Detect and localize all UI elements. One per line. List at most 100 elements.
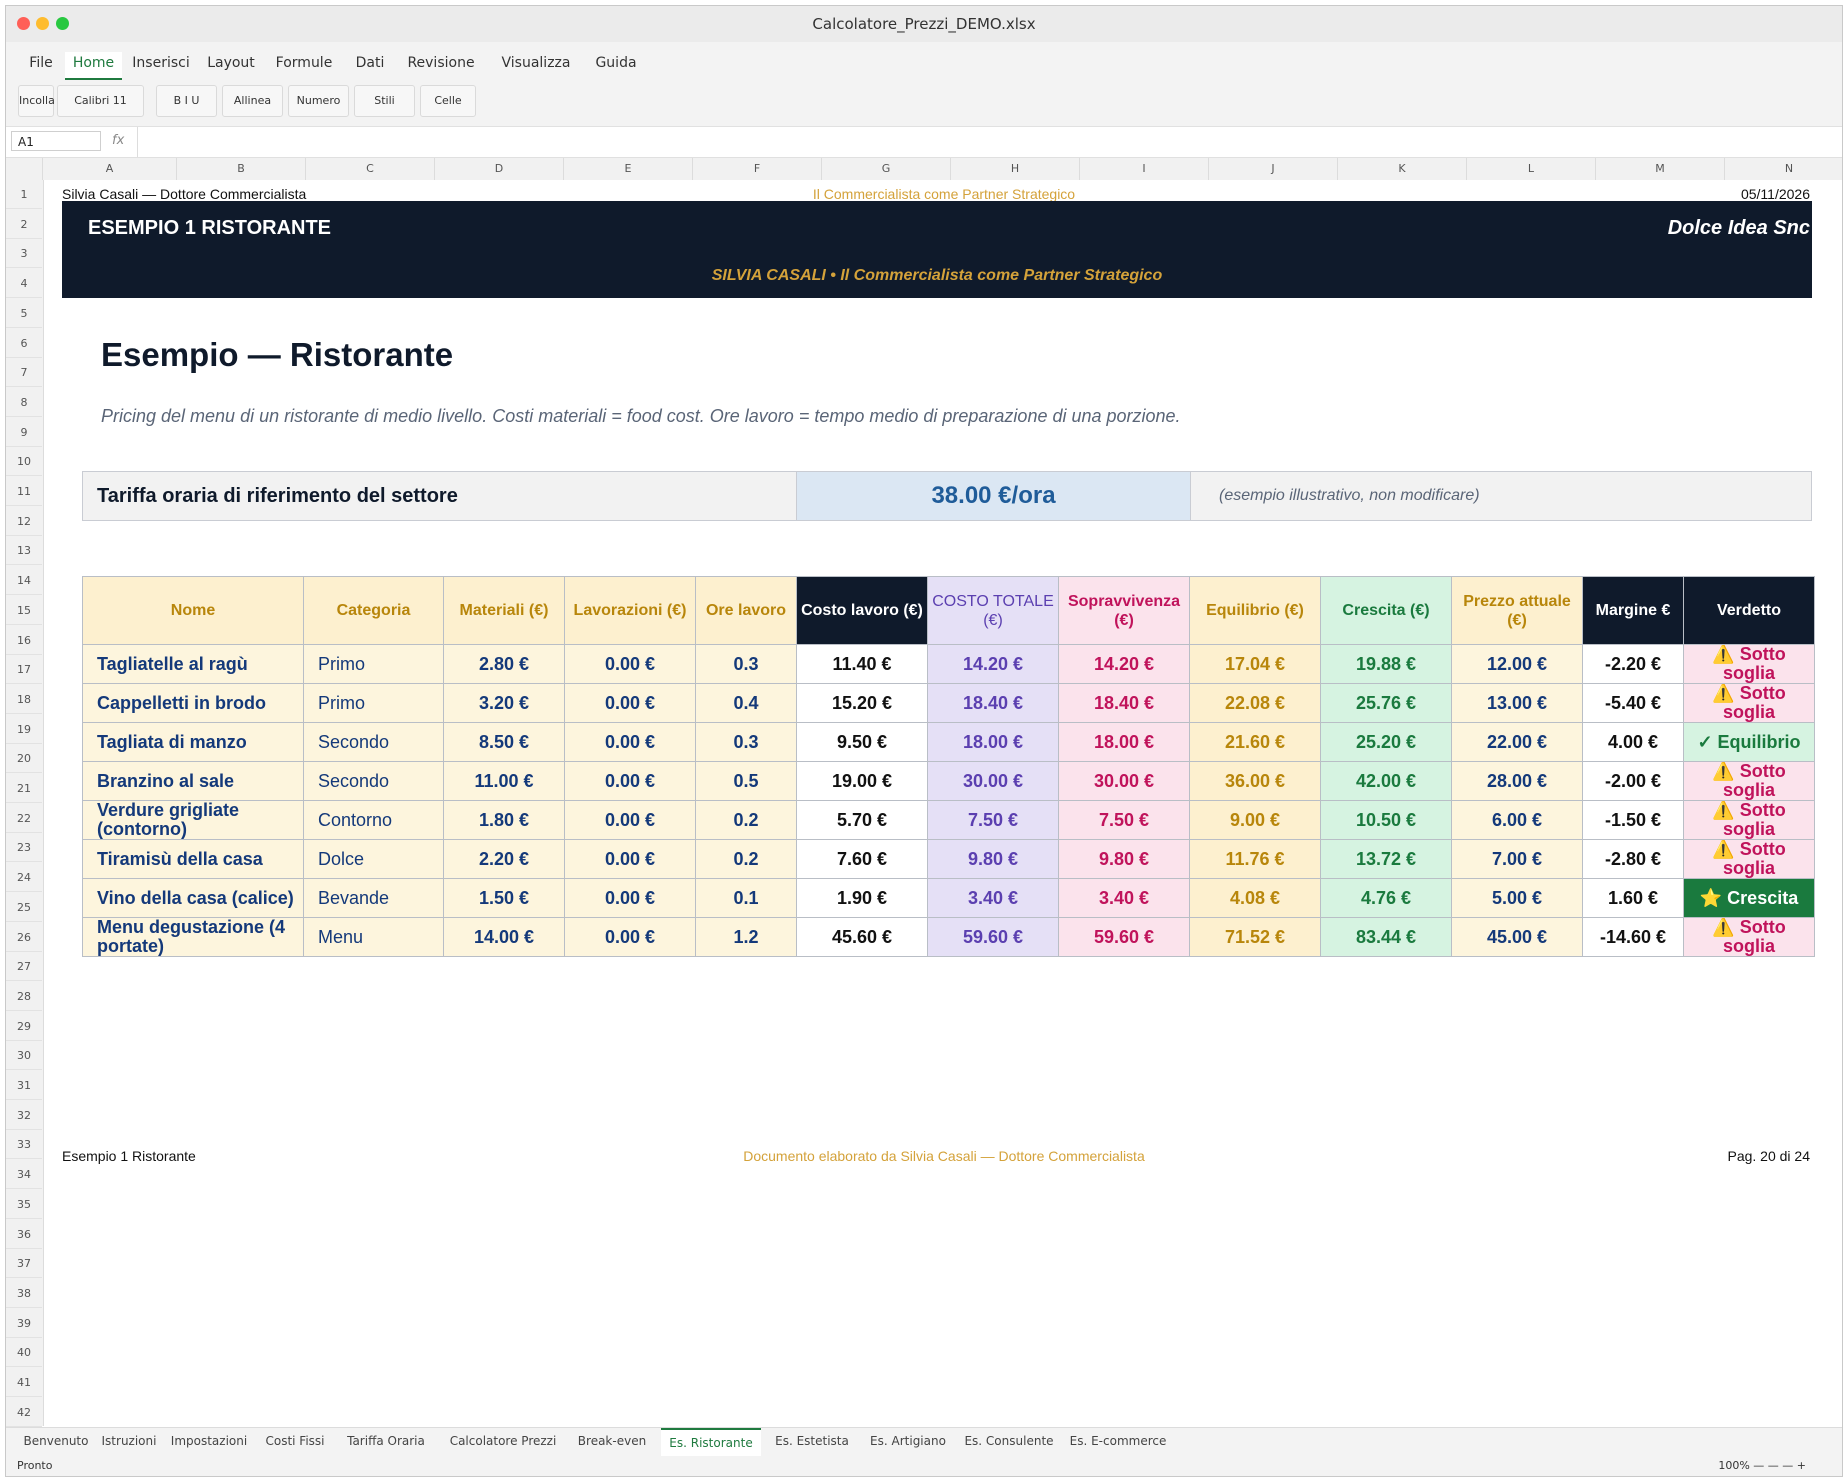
cell-prezzo-attuale[interactable]: 28.00 €: [1451, 761, 1583, 801]
cell-ore-lavoro[interactable]: 0.1: [695, 878, 797, 918]
cells-button[interactable]: Celle: [420, 85, 476, 117]
sheet-tab-istruzioni[interactable]: Istruzioni: [101, 1434, 157, 1448]
number-format-button[interactable]: Numero: [288, 85, 349, 117]
cell-categoria[interactable]: Bevande: [303, 878, 444, 918]
cell-crescita[interactable]: 42.00 €: [1320, 761, 1452, 801]
cell-prezzo-attuale[interactable]: 6.00 €: [1451, 800, 1583, 840]
sheet-tab-tariffa-oraria[interactable]: Tariffa Oraria: [347, 1434, 425, 1448]
row-header-32[interactable]: 32: [6, 1101, 42, 1130]
cell-margine[interactable]: -14.60 €: [1582, 917, 1684, 957]
row-header-11[interactable]: 11: [6, 477, 42, 506]
row-header-22[interactable]: 22: [6, 804, 42, 833]
column-header-d[interactable]: D: [435, 158, 564, 180]
align-button[interactable]: Allinea: [222, 85, 283, 117]
cell-materiali[interactable]: 1.80 €: [443, 800, 565, 840]
cell-costo-totale[interactable]: 9.80 €: [927, 839, 1059, 879]
cell-crescita[interactable]: 4.76 €: [1320, 878, 1452, 918]
cell-lavorazioni[interactable]: 0.00 €: [564, 722, 696, 762]
cell-lavorazioni[interactable]: 0.00 €: [564, 800, 696, 840]
column-header-i[interactable]: I: [1080, 158, 1209, 180]
cell-costo-lavoro[interactable]: 19.00 €: [796, 761, 928, 801]
cell-prezzo-attuale[interactable]: 45.00 €: [1451, 917, 1583, 957]
row-header-1[interactable]: 1: [6, 180, 42, 209]
cell-lavorazioni[interactable]: 0.00 €: [564, 878, 696, 918]
row-header-30[interactable]: 30: [6, 1041, 42, 1071]
column-header-n[interactable]: N: [1725, 158, 1842, 180]
tab-layout[interactable]: Layout: [207, 55, 255, 71]
row-header-3[interactable]: 3: [6, 239, 42, 269]
cell-categoria[interactable]: Primo: [303, 683, 444, 723]
formula-input[interactable]: [146, 132, 1826, 152]
column-header-f[interactable]: F: [693, 158, 822, 180]
row-header-4[interactable]: 4: [6, 269, 42, 299]
cell-nome[interactable]: Branzino al sale: [82, 761, 304, 801]
row-header-38[interactable]: 38: [6, 1279, 42, 1308]
cell-materiali[interactable]: 3.20 €: [443, 683, 565, 723]
row-header-19[interactable]: 19: [6, 715, 42, 744]
row-header-23[interactable]: 23: [6, 833, 42, 863]
row-header-41[interactable]: 41: [6, 1368, 42, 1397]
cell-equilibrio[interactable]: 71.52 €: [1189, 917, 1321, 957]
cell-nome[interactable]: Menu degustazione (4 portate): [82, 917, 304, 957]
cell-categoria[interactable]: Dolce: [303, 839, 444, 879]
cell-verdetto[interactable]: ⚠️ Sotto soglia: [1683, 839, 1815, 879]
sheet-tab-es-artigiano[interactable]: Es. Artigiano: [870, 1434, 946, 1448]
row-header-10[interactable]: 10: [6, 447, 42, 477]
cell-ore-lavoro[interactable]: 0.2: [695, 839, 797, 879]
column-header-k[interactable]: K: [1338, 158, 1467, 180]
cell-equilibrio[interactable]: 17.04 €: [1189, 644, 1321, 684]
cell-crescita[interactable]: 25.76 €: [1320, 683, 1452, 723]
column-header-g[interactable]: G: [822, 158, 951, 180]
cell-margine[interactable]: 1.60 €: [1582, 878, 1684, 918]
name-box[interactable]: A1: [11, 131, 101, 151]
cell-ore-lavoro[interactable]: 0.4: [695, 683, 797, 723]
cell-costo-lavoro[interactable]: 11.40 €: [796, 644, 928, 684]
row-header-20[interactable]: 20: [6, 744, 42, 774]
row-header-8[interactable]: 8: [6, 388, 42, 417]
bold-italic-underline-button[interactable]: B I U: [156, 85, 217, 117]
row-header-13[interactable]: 13: [6, 536, 42, 566]
cell-verdetto[interactable]: ⚠️ Sotto soglia: [1683, 800, 1815, 840]
tab-inserisci[interactable]: Inserisci: [132, 55, 190, 71]
minimize-window-button[interactable]: [36, 17, 49, 30]
cell-costo-totale[interactable]: 14.20 €: [927, 644, 1059, 684]
row-header-31[interactable]: 31: [6, 1071, 42, 1100]
cell-materiali[interactable]: 2.20 €: [443, 839, 565, 879]
cell-materiali[interactable]: 14.00 €: [443, 917, 565, 957]
cell-ore-lavoro[interactable]: 0.2: [695, 800, 797, 840]
rate-value-cell[interactable]: 38.00 €/ora: [797, 472, 1191, 520]
cell-nome[interactable]: Tagliatelle al ragù: [82, 644, 304, 684]
column-header-c[interactable]: C: [306, 158, 435, 180]
sheet-tab-impostazioni[interactable]: Impostazioni: [170, 1434, 248, 1448]
column-header-h[interactable]: H: [951, 158, 1080, 180]
row-header-36[interactable]: 36: [6, 1220, 42, 1249]
cell-verdetto[interactable]: ⚠️ Sotto soglia: [1683, 761, 1815, 801]
cell-prezzo-attuale[interactable]: 13.00 €: [1451, 683, 1583, 723]
zoom-control[interactable]: 100% — — — +: [1718, 1459, 1806, 1472]
row-header-14[interactable]: 14: [6, 566, 42, 596]
column-header-j[interactable]: J: [1209, 158, 1338, 180]
cell-margine[interactable]: -2.80 €: [1582, 839, 1684, 879]
row-header-34[interactable]: 34: [6, 1160, 42, 1190]
cell-ore-lavoro[interactable]: 0.5: [695, 761, 797, 801]
cell-categoria[interactable]: Primo: [303, 644, 444, 684]
sheet-tab-costi-fissi[interactable]: Costi Fissi: [265, 1434, 325, 1448]
cell-margine[interactable]: -2.00 €: [1582, 761, 1684, 801]
row-header-21[interactable]: 21: [6, 774, 42, 803]
sheet-tab-es-consulente[interactable]: Es. Consulente: [964, 1434, 1054, 1448]
cell-materiali[interactable]: 2.80 €: [443, 644, 565, 684]
cell-lavorazioni[interactable]: 0.00 €: [564, 644, 696, 684]
cell-costo-lavoro[interactable]: 5.70 €: [796, 800, 928, 840]
cell-materiali[interactable]: 8.50 €: [443, 722, 565, 762]
row-header-42[interactable]: 42: [6, 1398, 42, 1427]
cell-ore-lavoro[interactable]: 1.2: [695, 917, 797, 957]
cell-ore-lavoro[interactable]: 0.3: [695, 644, 797, 684]
tab-visualizza[interactable]: Visualizza: [501, 55, 571, 71]
cell-costo-lavoro[interactable]: 7.60 €: [796, 839, 928, 879]
column-header-m[interactable]: M: [1596, 158, 1725, 180]
column-header-e[interactable]: E: [564, 158, 693, 180]
cell-crescita[interactable]: 25.20 €: [1320, 722, 1452, 762]
cell-sopravvivenza[interactable]: 30.00 €: [1058, 761, 1190, 801]
row-header-9[interactable]: 9: [6, 418, 42, 447]
cell-crescita[interactable]: 13.72 €: [1320, 839, 1452, 879]
